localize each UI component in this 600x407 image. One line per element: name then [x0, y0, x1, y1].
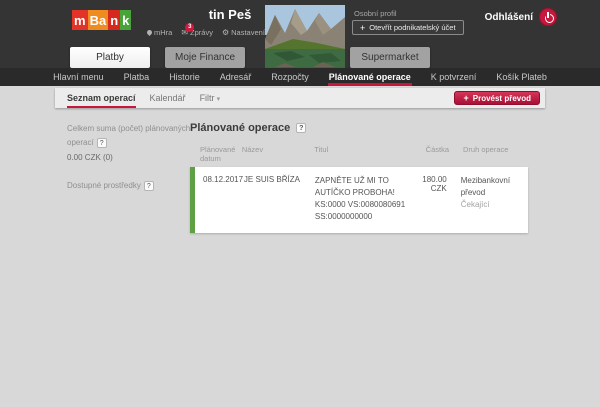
quick-links: mHra ✉ 3 Zprávy ⚙ Nastavení — [145, 23, 265, 37]
available-funds-text: Dostupné prostředky — [67, 181, 141, 190]
profile-photo — [265, 5, 345, 72]
main-nav: Hlavní menu Platba Historie Adresář Rozp… — [0, 68, 600, 86]
provest-prevod-label: Provést převod — [472, 93, 531, 103]
nav-item-rozpocty[interactable]: Rozpočty — [271, 72, 309, 82]
total-sum-value: 0.00 CZK (0) — [67, 153, 113, 162]
page-title-text: Plánované operace — [190, 122, 291, 134]
subtab-filtr[interactable]: Filtr ▾ — [200, 88, 221, 108]
messages-badge: 3 — [185, 23, 195, 32]
row-name: JE SUIS BŘÍZA — [243, 175, 300, 184]
row-title: ZAPNĚTE UŽ MI TO AUTÍČKO PROBOHA! KS:000… — [314, 176, 406, 221]
table-header: Plánované datum Název Titul Částka Druh … — [190, 145, 528, 163]
row-status: Čekající — [460, 200, 490, 209]
mbank-logo[interactable]: m Ba n k — [72, 10, 132, 30]
user-name: tin Peš — [208, 7, 252, 22]
page-title: Plánované operace ? — [190, 122, 528, 134]
nav-item-adresar[interactable]: Adresář — [219, 72, 252, 82]
subtab-seznam-operaci[interactable]: Seznam operací — [67, 88, 136, 108]
open-business-account-button[interactable]: + Otevřít podnikatelský účet — [352, 20, 464, 35]
envelope-icon: ✉ — [181, 28, 189, 37]
power-icon-bar — [547, 11, 549, 18]
plus-icon: + — [463, 93, 469, 103]
logo-block-orange: Ba — [87, 10, 109, 30]
total-sum-label: Celkem suma (počet) plánovaných operací? — [67, 122, 197, 150]
table-row[interactable]: 08.12.2017 JE SUIS BŘÍZA ZAPNĚTE UŽ MI T… — [190, 167, 528, 233]
row-date: 08.12.2017 — [203, 175, 244, 184]
chevron-down-icon: ▾ — [216, 96, 221, 103]
logout-button[interactable]: Odhlášení — [484, 12, 533, 23]
profile-section-label: Osobní profil — [354, 9, 397, 18]
logo-block-red: m — [72, 10, 88, 30]
total-sum-text: Celkem suma (počet) plánovaných operací — [67, 124, 191, 147]
help-icon[interactable]: ? — [96, 137, 107, 148]
settings-label: Nastavení — [231, 28, 265, 37]
header: m Ba n k tin Peš mHra ✉ 3 Zprávy ⚙ Nastaven… — [0, 0, 600, 72]
subnav: Seznam operací Kalendář Filtr ▾ + Provést… — [55, 88, 545, 108]
main-content: Plánované operace ? Plánované datum Náze… — [190, 122, 528, 233]
tab-supermarket[interactable]: Supermarket — [350, 47, 430, 68]
provest-prevod-button[interactable]: + Provést převod — [454, 91, 540, 105]
mhra-link[interactable]: mHra — [145, 28, 173, 37]
col-header-date: Plánované datum — [200, 145, 236, 163]
row-type-text: Mezibankovní převod — [460, 176, 511, 197]
tab-platby[interactable]: Platby — [70, 47, 150, 68]
plus-icon: + — [360, 22, 366, 33]
nav-item-planovane-operace[interactable]: Plánované operace — [328, 68, 412, 86]
row-amount: 180.00 CZK — [422, 175, 447, 193]
settings-link[interactable]: ⚙ Nastavení — [222, 28, 265, 37]
messages-label: Zprávy — [190, 28, 213, 37]
tab-moje-finance[interactable]: Moje Finance — [165, 47, 245, 68]
row-type: Mezibankovní převod Čekající — [461, 175, 528, 223]
nav-item-platba[interactable]: Platba — [123, 72, 150, 82]
mhra-label: mHra — [154, 28, 173, 37]
logo-block-red2: n — [108, 10, 121, 30]
nav-item-kosik-plateb[interactable]: Košík Plateb — [496, 72, 547, 82]
row-status-bar — [190, 167, 195, 233]
col-header-title: Titul — [314, 145, 329, 154]
col-header-name: Název — [241, 145, 264, 154]
pin-icon — [145, 28, 154, 37]
available-funds-label: Dostupné prostředky? — [67, 179, 197, 193]
help-icon[interactable]: ? — [143, 180, 154, 191]
col-header-type: Druh operace — [463, 145, 509, 154]
open-business-account-label: Otevřít podnikatelský účet — [369, 23, 456, 32]
subtab-kalendar[interactable]: Kalendář — [149, 93, 186, 103]
nav-item-k-potvrzeni[interactable]: K potvrzení — [430, 72, 477, 82]
filtr-label: Filtr — [199, 93, 215, 103]
gear-icon: ⚙ — [221, 28, 230, 37]
logo-block-green: k — [120, 10, 132, 30]
help-icon[interactable]: ? — [296, 123, 307, 133]
nav-item-historie[interactable]: Historie — [169, 72, 200, 82]
summary-panel: Celkem suma (počet) plánovaných operací?… — [67, 122, 197, 193]
nav-item-hlavni-menu[interactable]: Hlavní menu — [53, 72, 104, 82]
col-header-amount: Částka — [425, 145, 449, 154]
messages-link[interactable]: ✉ 3 Zprávy — [181, 23, 213, 37]
